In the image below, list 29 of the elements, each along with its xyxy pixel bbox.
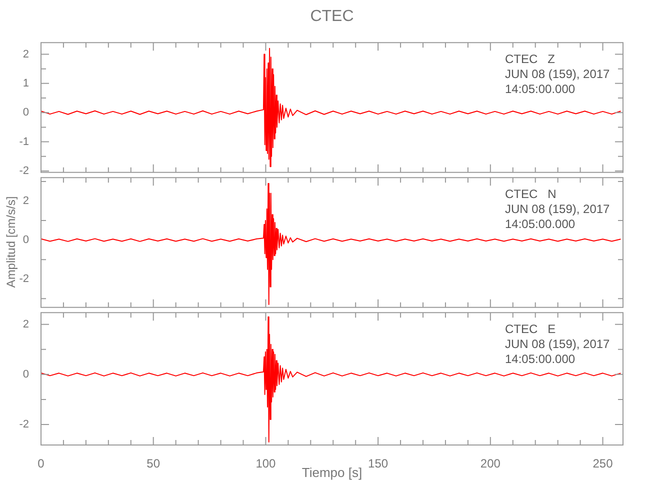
- annotation: 14:05:00.000: [505, 352, 576, 366]
- chart-title: CTEC: [309, 8, 355, 26]
- y-tick-label: 2: [22, 318, 29, 330]
- y-tick-label: 0: [22, 368, 29, 380]
- y-tick-label: -1: [19, 136, 29, 148]
- y-axis-title: Amplitud [cm/s/s]: [4, 194, 18, 290]
- y-tick-label: 0: [22, 106, 29, 119]
- y-tick-label: 2: [22, 48, 29, 60]
- x-tick-label: 250: [592, 456, 614, 471]
- y-tick-label: 2: [22, 195, 29, 208]
- annotation: CTEC Z: [505, 52, 555, 66]
- annotation: JUN 08 (159), 2017: [505, 202, 610, 216]
- annotation: 14:05:00.000: [505, 82, 576, 96]
- x-tick-label: 150: [368, 456, 388, 471]
- x-axis-title: Tiempo [s]: [302, 465, 362, 480]
- annotation: JUN 08 (159), 2017: [505, 337, 610, 351]
- y-tick-label: -2: [19, 164, 29, 177]
- x-tick-label: 0: [38, 456, 45, 471]
- annotation: JUN 08 (159), 2017: [505, 67, 610, 81]
- annotation: 14:05:00.000: [505, 217, 576, 231]
- y-tick-label: 0: [22, 234, 29, 246]
- y-tick-label: -2: [19, 273, 29, 286]
- y-tick-label: -2: [19, 418, 29, 431]
- x-tick-label: 50: [146, 456, 160, 471]
- annotation: CTEC N: [505, 187, 556, 201]
- x-tick-label: 200: [480, 456, 501, 471]
- x-tick-label: 100: [256, 456, 276, 471]
- y-tick-label: 1: [22, 77, 29, 90]
- annotation: CTEC E: [505, 322, 556, 336]
